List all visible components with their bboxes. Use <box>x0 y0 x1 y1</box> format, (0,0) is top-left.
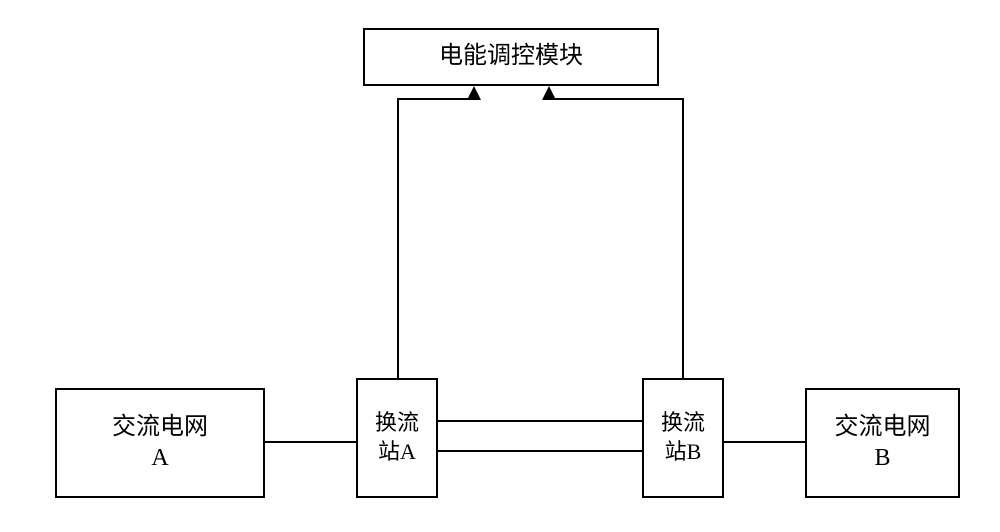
edge-station-ab-2 <box>438 450 642 452</box>
grid-a-box: 交流电网 A <box>55 388 265 498</box>
arrow-a-icon <box>467 86 481 100</box>
edge-station-b-grid-b <box>724 441 805 443</box>
edge-station-ab-1 <box>438 420 642 422</box>
station-a-box: 换流 站A <box>356 378 438 498</box>
edge-grid-a-station-a <box>265 441 356 443</box>
station-b-box: 换流 站B <box>642 378 724 498</box>
grid-b-box: 交流电网 B <box>805 388 960 498</box>
top-module-box: 电能调控模块 <box>363 28 659 86</box>
edge-station-b-over <box>549 98 684 100</box>
station-b-label: 换流 站B <box>661 409 705 466</box>
station-a-label: 换流 站A <box>375 409 419 466</box>
grid-a-label: 交流电网 A <box>112 412 208 474</box>
arrow-b-icon <box>542 86 556 100</box>
edge-station-a-over <box>397 98 474 100</box>
grid-b-label: 交流电网 B <box>835 412 931 474</box>
edge-station-b-up <box>682 98 684 378</box>
edge-station-a-up <box>397 98 399 378</box>
top-module-label: 电能调控模块 <box>439 41 583 72</box>
